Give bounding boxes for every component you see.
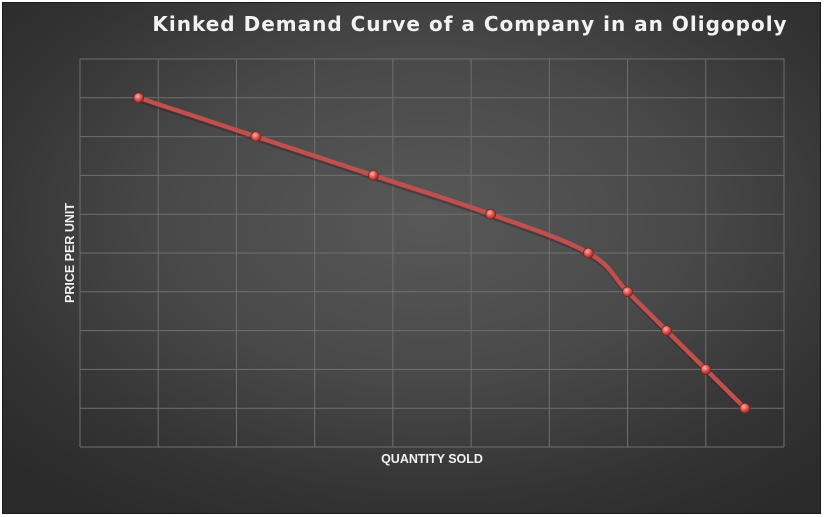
data-point [700,363,712,375]
data-point [583,247,594,259]
series-markers [133,92,751,414]
series-line-shadow [138,96,749,413]
y-axis-label: PRICE PER UNIT [63,203,77,304]
data-point [250,131,262,143]
data-point [367,169,379,181]
data-point [133,92,145,104]
data-point [485,208,497,220]
chart-title: Kinked Demand Curve of a Company in an O… [152,12,788,36]
x-axis-label: QUANTITY SOLD [381,452,483,466]
data-point [661,325,673,337]
gridlines [79,58,785,448]
demand-curve-line [136,95,748,411]
series-line [136,95,749,413]
data-point [622,286,633,298]
data-point [739,402,751,414]
